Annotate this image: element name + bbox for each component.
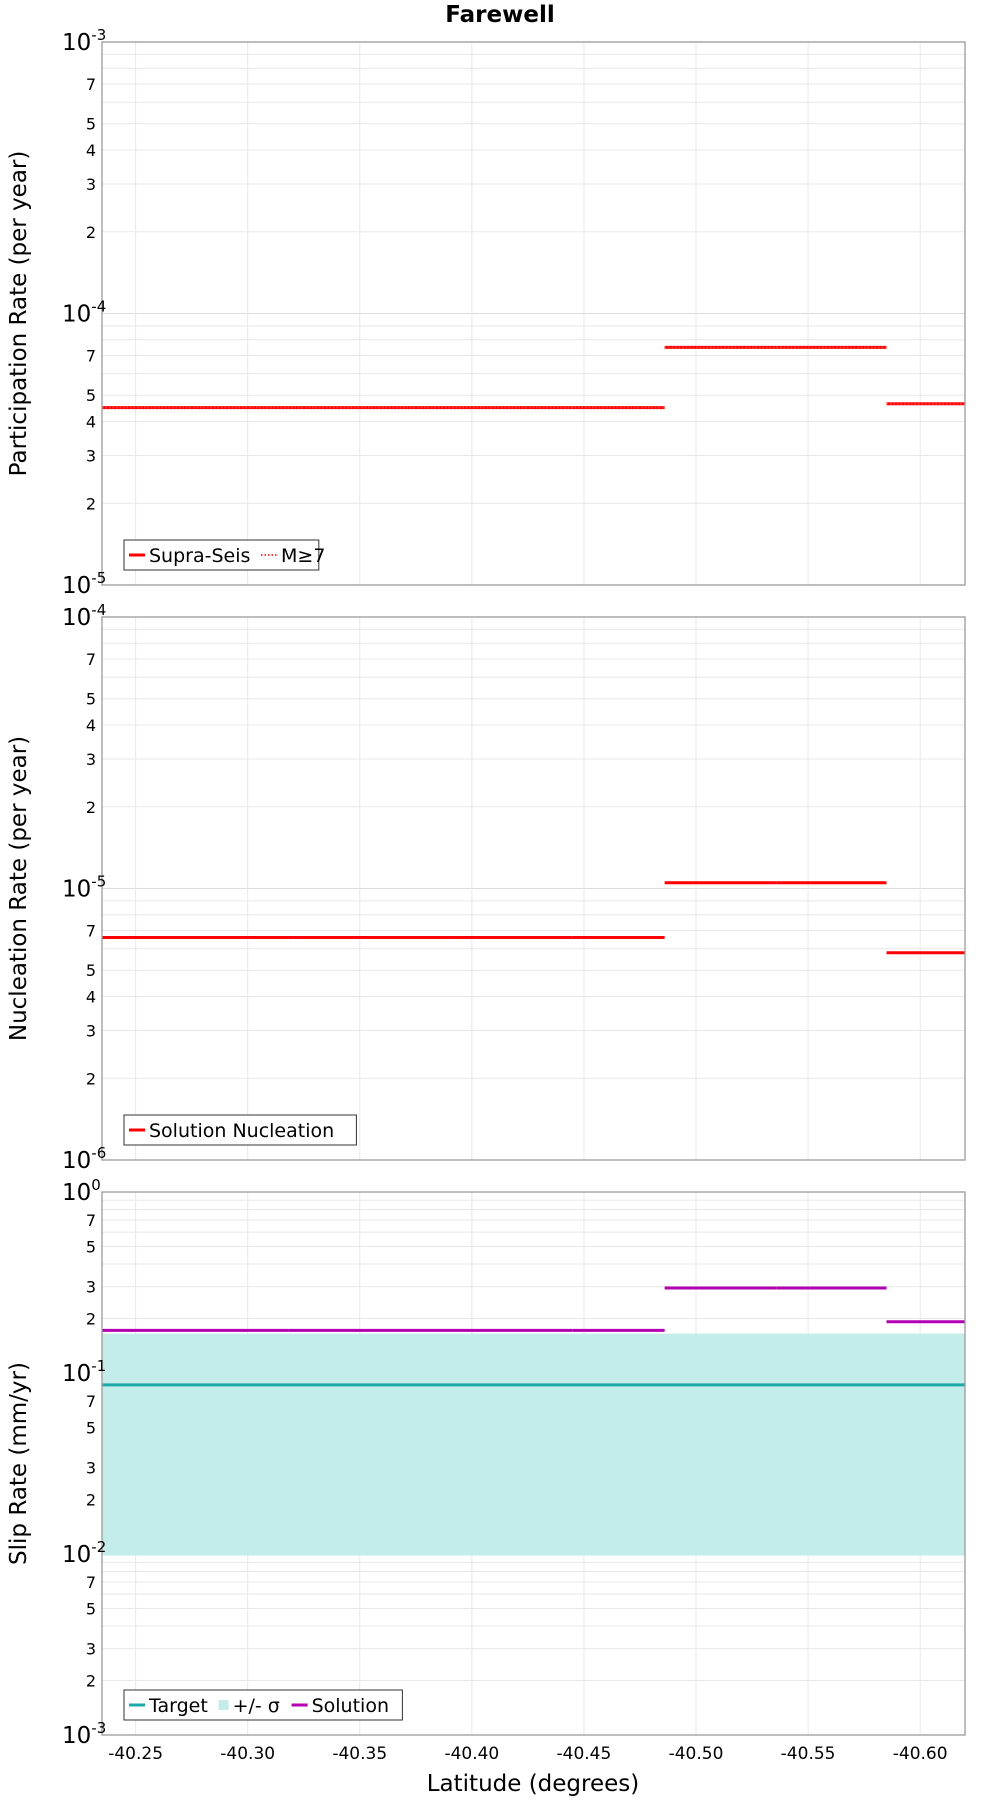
- y-tick-label: 10-3: [62, 26, 106, 56]
- legend: Supra-Seis M≥7: [123, 539, 325, 571]
- y-minor-tick-label: 7: [86, 347, 96, 366]
- y-tick-label: 100: [62, 1176, 101, 1206]
- panel-3: 10-3 10-2 10-1 100 2 3 5 7 2 3 5 7 2 3 5 7 Slip Rate (mm…: [6, 1176, 966, 1764]
- y-minor-tick-label: 5: [86, 1237, 96, 1256]
- y-minor-tick-label: 2: [86, 223, 96, 242]
- plot-frame: [101, 41, 966, 586]
- plot-frame: [101, 1191, 966, 1736]
- y-minor-tick-label: 4: [86, 413, 96, 432]
- y-minor-tick-label: 2: [86, 1310, 96, 1329]
- y-minor-tick-label: 2: [86, 1672, 96, 1691]
- x-tick-label: -40.55: [781, 1744, 836, 1764]
- plot-frame: [101, 616, 966, 1161]
- y-minor-tick-label: 7: [86, 75, 96, 94]
- y-tick-label: 10-5: [62, 569, 106, 599]
- legend-label: Supra-Seis: [149, 545, 250, 567]
- y-minor-tick-label: 5: [86, 386, 96, 405]
- x-tick-label: -40.45: [557, 1744, 612, 1764]
- y-minor-tick-label: 4: [86, 716, 96, 735]
- y-axis-label: Nucleation Rate (per year): [6, 736, 32, 1041]
- legend: Solution Nucleation: [123, 1114, 357, 1146]
- y-minor-tick-label: 3: [86, 1640, 96, 1659]
- y-minor-tick-label: 3: [86, 1021, 96, 1040]
- x-tick-label: -40.30: [220, 1744, 275, 1764]
- y-minor-tick-label: 4: [86, 141, 96, 160]
- y-minor-tick-label: 5: [86, 961, 96, 980]
- y-tick-label: 10-4: [62, 298, 106, 328]
- legend: Target +/- σ Solution: [123, 1689, 403, 1721]
- legend-label: Solution: [312, 1695, 389, 1717]
- y-minor-tick-label: 2: [86, 798, 96, 817]
- y-tick-label: 10-6: [62, 1144, 106, 1174]
- gridlines: [102, 42, 965, 586]
- legend-label: M≥7: [281, 545, 325, 567]
- x-tick-label: -40.35: [332, 1744, 387, 1764]
- x-tick-label: -40.40: [444, 1744, 499, 1764]
- y-minor-tick-label: 5: [86, 690, 96, 709]
- legend-box: [123, 1114, 357, 1146]
- legend-swatch: [218, 1700, 229, 1710]
- y-minor-tick-label: 7: [86, 1573, 96, 1592]
- y-minor-tick-label: 4: [86, 988, 96, 1007]
- series-m-7: [102, 346, 965, 409]
- y-tick-label: 10-3: [62, 1719, 106, 1749]
- y-minor-tick-label: 7: [86, 922, 96, 941]
- x-tick-label: -40.60: [893, 1744, 948, 1764]
- y-minor-tick-label: 3: [86, 1459, 96, 1478]
- legend-label: Target: [148, 1695, 208, 1717]
- series-solution-nucleation: [102, 881, 965, 955]
- x-axis-label: Latitude (degrees): [427, 1771, 640, 1797]
- y-minor-tick-label: 5: [86, 1599, 96, 1618]
- y-minor-tick-label: 7: [86, 650, 96, 669]
- y-minor-tick-label: 3: [86, 446, 96, 465]
- y-minor-tick-label: 5: [86, 1418, 96, 1437]
- y-minor-tick-label: 5: [86, 115, 96, 134]
- y-minor-tick-label: 7: [86, 1392, 96, 1411]
- x-tick-label: -40.25: [108, 1744, 163, 1764]
- figure-title: Farewell: [445, 2, 554, 28]
- y-axis-label: Slip Rate (mm/yr): [6, 1362, 32, 1565]
- panel-1: 10-5 10-4 10-3 2 3 4 5 7 2 3 4 5 7 Participation Rate…: [6, 26, 966, 599]
- y-tick-label: 10-5: [62, 873, 106, 903]
- y-minor-tick-label: 3: [86, 1278, 96, 1297]
- legend-box: [123, 1689, 403, 1721]
- y-minor-tick-label: 3: [86, 750, 96, 769]
- gridlines: [102, 617, 965, 1161]
- y-minor-tick-label: 3: [86, 175, 96, 194]
- legend-label: +/- σ: [233, 1695, 280, 1717]
- y-tick-label: 10-1: [62, 1357, 106, 1387]
- series-solution: [102, 1286, 965, 1332]
- y-tick-label: 10-4: [62, 601, 106, 631]
- y-minor-tick-label: 2: [86, 494, 96, 513]
- x-tick-label: -40.50: [669, 1744, 724, 1764]
- sigma-band: [102, 1333, 965, 1556]
- panel-2: 10-6 10-5 10-4 2 3 4 5 7 2 3 4 5 7 Nucleation Rate (p…: [6, 601, 966, 1174]
- y-minor-tick-label: 2: [86, 1069, 96, 1088]
- y-minor-tick-label: 2: [86, 1491, 96, 1510]
- legend-label: Solution Nucleation: [149, 1120, 334, 1142]
- y-tick-label: 10-2: [62, 1538, 106, 1568]
- y-axis-label: Participation Rate (per year): [6, 151, 32, 477]
- legend-box: [123, 539, 320, 571]
- y-minor-tick-label: 7: [86, 1211, 96, 1230]
